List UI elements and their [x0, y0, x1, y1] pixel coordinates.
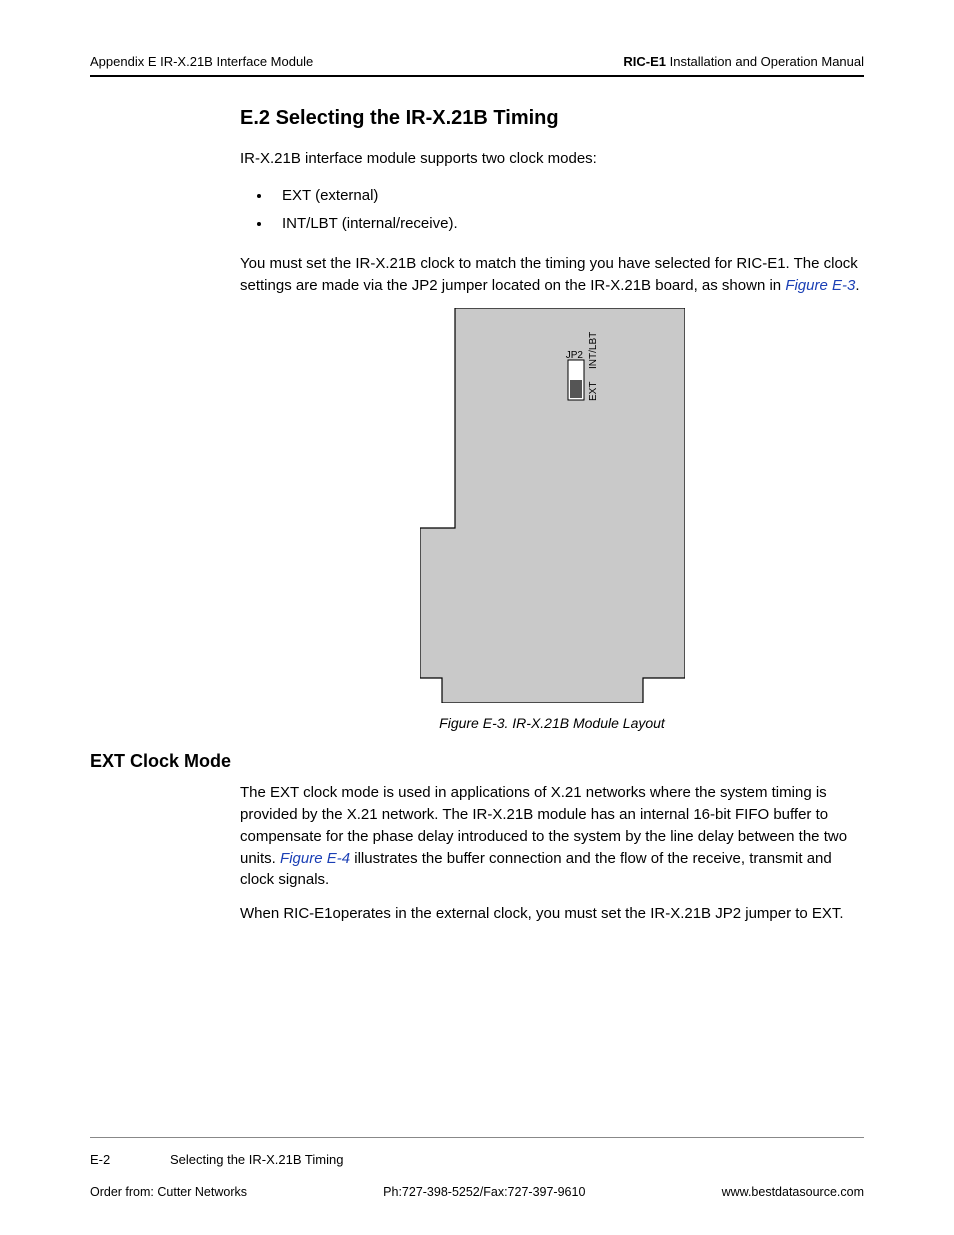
para-text: .: [855, 277, 859, 294]
header-right-bold: RIC-E1: [623, 54, 666, 69]
ext-para-1: The EXT clock mode is used in applicatio…: [240, 782, 864, 891]
list-item: EXT (external): [272, 182, 864, 211]
jumper-block: [570, 380, 582, 398]
module-layout-diagram: JP2 EXT INT/LBT: [420, 308, 685, 703]
ext-clock-heading: EXT Clock Mode: [90, 751, 864, 772]
footer-url: www.bestdatasource.com: [722, 1185, 864, 1199]
board-outline: [420, 308, 685, 703]
ext-clock-body: The EXT clock mode is used in applicatio…: [90, 782, 864, 925]
footer-rule: [90, 1137, 864, 1138]
figure-ref-link[interactable]: Figure E-4: [280, 850, 350, 867]
header-left: Appendix E IR-X.21B Interface Module: [90, 54, 313, 69]
jumper-paragraph: You must set the IR-X.21B clock to match…: [240, 253, 864, 297]
ext-label: EXT: [588, 382, 599, 401]
figure-e3: JP2 EXT INT/LBT Figure E-3. IR-X.21B Mod…: [240, 308, 864, 731]
figure-ref-link[interactable]: Figure E-3: [785, 277, 855, 294]
mode-list: EXT (external) INT/LBT (internal/receive…: [240, 182, 864, 239]
footer-phone: Ph:727-398-5252/Fax:727-397-9610: [383, 1185, 585, 1199]
page-footer: E-2 Selecting the IR-X.21B Timing Order …: [90, 1137, 864, 1199]
page-header: Appendix E IR-X.21B Interface Module RIC…: [90, 54, 864, 75]
header-right-rest: Installation and Operation Manual: [666, 54, 864, 69]
footer-order: Order from: Cutter Networks: [90, 1185, 247, 1199]
intro-paragraph: IR-X.21B interface module supports two c…: [240, 148, 864, 170]
footer-line-1: E-2 Selecting the IR-X.21B Timing: [90, 1152, 864, 1167]
header-right: RIC-E1 Installation and Operation Manual: [623, 54, 864, 69]
section-title: E.2 Selecting the IR-X.21B Timing: [240, 107, 864, 130]
footer-line-2: Order from: Cutter Networks Ph:727-398-5…: [90, 1185, 864, 1199]
ext-para-2: When RIC-E1operates in the external cloc…: [240, 903, 864, 925]
figure-caption: Figure E-3. IR-X.21B Module Layout: [439, 715, 665, 731]
para-text: You must set the IR-X.21B clock to match…: [240, 255, 858, 294]
intlbt-label: INT/LBT: [588, 332, 599, 369]
main-content: E.2 Selecting the IR-X.21B Timing IR-X.2…: [90, 107, 864, 731]
jp2-label: JP2: [565, 350, 583, 361]
list-item: INT/LBT (internal/receive).: [272, 210, 864, 239]
footer-section-title: Selecting the IR-X.21B Timing: [170, 1152, 343, 1167]
page-number: E-2: [90, 1152, 170, 1167]
header-rule: [90, 75, 864, 77]
